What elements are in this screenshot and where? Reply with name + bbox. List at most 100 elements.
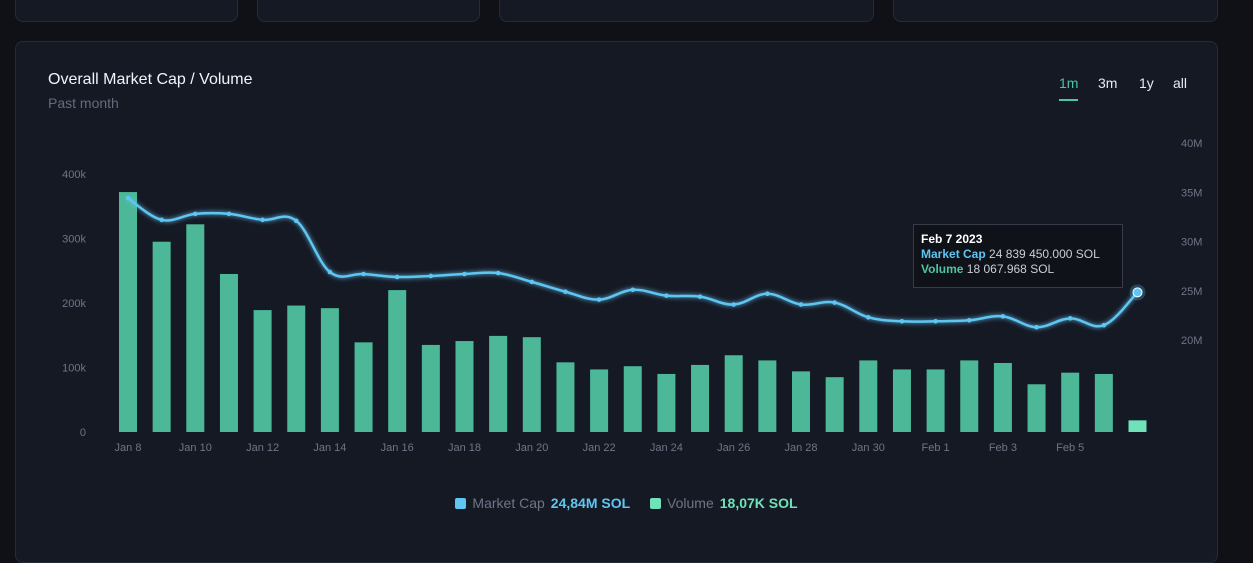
volume-bar[interactable] bbox=[455, 341, 474, 432]
market-cap-point[interactable] bbox=[697, 294, 703, 299]
market-cap-point[interactable] bbox=[899, 318, 905, 324]
market-cap-point[interactable] bbox=[866, 315, 871, 320]
right-axis-tick: 20M bbox=[1181, 335, 1202, 347]
legend-market-cap-label: Market Cap bbox=[472, 495, 545, 512]
market-cap-point[interactable] bbox=[327, 269, 333, 275]
right-axis-tick: 40M bbox=[1181, 138, 1202, 150]
x-axis-tick: Jan 8 bbox=[115, 442, 142, 454]
market-cap-point[interactable] bbox=[966, 318, 972, 323]
tooltip-date: Feb 7 2023 bbox=[921, 232, 983, 246]
x-axis-tick: Jan 30 bbox=[852, 442, 885, 454]
legend-item-market-cap[interactable]: Market Cap 24,84M SOL bbox=[455, 495, 630, 511]
market-cap-point[interactable] bbox=[1000, 314, 1006, 319]
volume-bar[interactable] bbox=[219, 273, 238, 432]
market-cap-point[interactable] bbox=[630, 287, 636, 293]
market-cap-point[interactable] bbox=[1067, 316, 1073, 321]
market-cap-point[interactable] bbox=[529, 279, 535, 285]
summary-card-2 bbox=[257, 0, 480, 22]
tab-1y[interactable]: 1y bbox=[1139, 75, 1154, 91]
market-cap-point[interactable] bbox=[765, 291, 770, 297]
chart-legend: Market Cap 24,84M SOL Volume 18,07K SOL bbox=[0, 494, 1253, 511]
volume-bar[interactable] bbox=[388, 290, 407, 432]
volume-bar[interactable] bbox=[1061, 372, 1080, 432]
volume-bar[interactable] bbox=[119, 192, 137, 432]
summary-card-3 bbox=[499, 0, 874, 22]
legend-swatch-market-cap bbox=[455, 498, 467, 510]
volume-bar[interactable] bbox=[556, 362, 575, 432]
volume-bar[interactable] bbox=[926, 369, 945, 432]
market-cap-point[interactable] bbox=[193, 211, 198, 217]
volume-bar[interactable] bbox=[253, 310, 272, 432]
market-cap-point[interactable] bbox=[293, 218, 299, 224]
volume-bar[interactable] bbox=[354, 342, 373, 432]
market-cap-point[interactable] bbox=[1101, 322, 1107, 328]
x-axis-tick: Jan 18 bbox=[448, 442, 481, 454]
legend-item-volume[interactable]: Volume 18,07K SOL bbox=[650, 495, 798, 511]
volume-bar[interactable] bbox=[825, 377, 844, 432]
volume-bar[interactable] bbox=[421, 344, 440, 432]
volume-bar[interactable] bbox=[1027, 384, 1046, 432]
market-cap-point[interactable] bbox=[125, 195, 131, 201]
market-cap-point[interactable] bbox=[563, 289, 568, 295]
volume-bar[interactable] bbox=[522, 337, 541, 432]
market-cap-point[interactable] bbox=[428, 273, 434, 279]
right-axis-tick: 25M bbox=[1181, 286, 1202, 298]
right-axis-tick: 35M bbox=[1181, 187, 1202, 199]
x-axis-tick: Jan 10 bbox=[179, 442, 212, 454]
volume-bar[interactable] bbox=[724, 355, 743, 432]
volume-bar[interactable] bbox=[960, 360, 979, 432]
volume-bar[interactable] bbox=[657, 373, 676, 432]
left-axis-tick: 200k bbox=[62, 298, 86, 310]
market-cap-point[interactable] bbox=[159, 217, 164, 223]
volume-bar[interactable] bbox=[758, 360, 777, 432]
market-cap-point[interactable] bbox=[933, 318, 938, 324]
volume-bar[interactable] bbox=[320, 308, 339, 432]
market-cap-point[interactable] bbox=[462, 271, 467, 277]
left-axis-tick: 400k bbox=[62, 169, 86, 181]
x-axis-tick: Jan 16 bbox=[381, 442, 414, 454]
volume-bar[interactable] bbox=[1128, 420, 1147, 432]
market-cap-point[interactable] bbox=[495, 270, 501, 276]
volume-bar[interactable] bbox=[792, 371, 810, 432]
volume-bar[interactable] bbox=[993, 362, 1012, 432]
volume-bar[interactable] bbox=[287, 305, 306, 432]
tooltip-volume-value: 18 067.968 SOL bbox=[966, 262, 1055, 276]
chart-panel bbox=[15, 41, 1218, 563]
market-cap-point[interactable] bbox=[1034, 324, 1039, 330]
volume-bar[interactable] bbox=[691, 364, 710, 432]
market-cap-point-active[interactable] bbox=[1132, 287, 1143, 298]
x-axis-tick: Jan 26 bbox=[717, 442, 750, 454]
tab-1m[interactable]: 1m bbox=[1059, 75, 1079, 101]
legend-market-cap-value: 24,84M SOL bbox=[550, 495, 631, 512]
x-axis-tick: Jan 28 bbox=[784, 442, 817, 454]
tooltip-market-cap-label: Market Cap bbox=[921, 247, 986, 261]
chart-title: Overall Market Cap / Volume bbox=[48, 71, 253, 88]
volume-bar[interactable] bbox=[892, 369, 911, 432]
right-axis-tick: 30M bbox=[1181, 237, 1202, 249]
market-cap-point[interactable] bbox=[260, 217, 265, 223]
market-cap-point[interactable] bbox=[798, 302, 804, 307]
volume-bar[interactable] bbox=[859, 360, 878, 432]
market-cap-point[interactable] bbox=[664, 293, 669, 298]
market-cap-point[interactable] bbox=[596, 297, 602, 302]
volume-bar[interactable] bbox=[186, 224, 205, 432]
range-tabs: 1m 3m 1y all bbox=[1040, 75, 1210, 105]
x-axis-tick: Feb 5 bbox=[1056, 442, 1084, 454]
volume-bar[interactable] bbox=[1094, 373, 1113, 432]
market-cap-point[interactable] bbox=[226, 211, 232, 217]
tab-3m[interactable]: 3m bbox=[1098, 75, 1118, 91]
legend-volume-value: 18,07K SOL bbox=[719, 495, 798, 512]
legend-volume-label: Volume bbox=[667, 495, 714, 512]
market-cap-point[interactable] bbox=[361, 271, 366, 277]
market-cap-point[interactable] bbox=[731, 302, 736, 307]
left-axis-tick: 0 bbox=[80, 427, 86, 439]
chart-subtitle: Past month bbox=[48, 95, 119, 111]
volume-bar[interactable] bbox=[489, 335, 508, 432]
market-cap-point[interactable] bbox=[394, 274, 400, 280]
market-cap-point[interactable] bbox=[832, 300, 837, 305]
volume-bar[interactable] bbox=[152, 241, 171, 432]
tab-all[interactable]: all bbox=[1173, 75, 1188, 91]
volume-bar[interactable] bbox=[590, 369, 609, 432]
volume-bar[interactable] bbox=[623, 366, 642, 432]
chart-tooltip: Feb 7 2023 Market Cap 24 839 450.000 SOL… bbox=[913, 224, 1123, 288]
